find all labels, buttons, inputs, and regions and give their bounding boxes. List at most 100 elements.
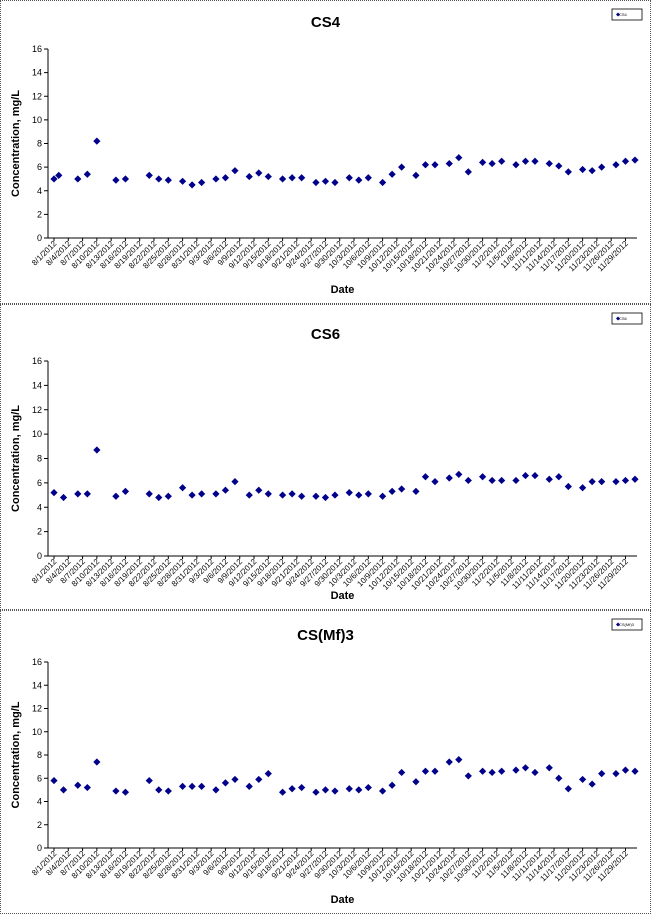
data-point bbox=[545, 159, 553, 168]
data-point bbox=[555, 473, 563, 481]
series-points bbox=[50, 446, 639, 502]
data-point bbox=[164, 492, 172, 500]
data-point bbox=[93, 137, 101, 145]
data-point bbox=[488, 159, 496, 168]
y-tick-label: 14 bbox=[32, 680, 42, 690]
data-point bbox=[555, 162, 563, 170]
data-point bbox=[345, 489, 353, 497]
data-point bbox=[198, 178, 206, 187]
data-point bbox=[612, 478, 620, 486]
y-tick-label: 6 bbox=[37, 162, 42, 172]
y-tick-label: 6 bbox=[37, 478, 42, 488]
data-point bbox=[588, 780, 596, 788]
data-point bbox=[112, 176, 120, 184]
data-point bbox=[278, 788, 287, 796]
data-point bbox=[464, 772, 472, 780]
y-tick-label: 2 bbox=[37, 527, 42, 537]
data-point bbox=[579, 775, 587, 784]
chart-panel-cs6: CS6 CS6 0 2 4 6 8 10 12 14 16 8/1/2012 8/4/2012 8/7/2… bbox=[0, 304, 651, 610]
data-point bbox=[588, 167, 596, 175]
data-point bbox=[121, 487, 130, 496]
data-point bbox=[288, 174, 296, 182]
data-point bbox=[598, 478, 606, 486]
data-point bbox=[531, 768, 539, 777]
data-point bbox=[221, 486, 230, 494]
y-tick-label: 12 bbox=[32, 405, 42, 415]
data-point bbox=[598, 770, 606, 778]
data-point bbox=[145, 776, 153, 785]
data-point bbox=[155, 175, 163, 183]
data-point bbox=[355, 491, 363, 499]
data-point bbox=[555, 774, 563, 782]
data-point bbox=[631, 767, 639, 775]
data-point bbox=[398, 768, 406, 777]
data-point bbox=[121, 175, 130, 183]
data-point bbox=[93, 758, 101, 766]
y-tick-label: 4 bbox=[37, 797, 42, 807]
data-point bbox=[164, 176, 172, 184]
data-point bbox=[331, 787, 339, 795]
data-point bbox=[50, 776, 58, 785]
data-point bbox=[112, 787, 120, 795]
y-tick-label: 0 bbox=[37, 843, 42, 853]
legend-box bbox=[611, 618, 643, 631]
data-point bbox=[498, 767, 506, 775]
x-axis-label: Date bbox=[331, 590, 355, 602]
data-point bbox=[355, 176, 363, 184]
data-point bbox=[298, 174, 306, 182]
legend-marker bbox=[616, 12, 620, 17]
data-point bbox=[345, 785, 353, 793]
data-point bbox=[364, 490, 372, 498]
data-point bbox=[278, 491, 287, 499]
data-point bbox=[145, 171, 153, 179]
data-point bbox=[221, 779, 230, 787]
data-point bbox=[612, 161, 620, 169]
legend-entry: CS(Mf)3 bbox=[619, 622, 635, 627]
data-point bbox=[112, 492, 120, 500]
data-point bbox=[264, 172, 272, 181]
legend: CS(Mf)3 bbox=[611, 618, 643, 631]
data-point bbox=[331, 491, 339, 499]
data-point bbox=[621, 157, 630, 165]
y-tick-label: 0 bbox=[37, 551, 42, 561]
data-point bbox=[198, 782, 206, 790]
data-point bbox=[498, 476, 506, 485]
legend-box bbox=[611, 8, 643, 21]
data-point bbox=[312, 492, 320, 500]
chart-title: CS6 bbox=[311, 326, 340, 343]
data-point bbox=[498, 157, 506, 165]
data-point bbox=[421, 161, 430, 169]
y-tick-label: 4 bbox=[37, 502, 42, 512]
data-point bbox=[83, 783, 91, 792]
chart-panel-csmf3: CS(Mf)3 CS(Mf)3 0 2 4 6 8 10 12 14 16 8/1/2012 8/4/2… bbox=[0, 610, 651, 914]
y-tick-label: 8 bbox=[37, 750, 42, 760]
data-point bbox=[579, 484, 587, 492]
data-point bbox=[412, 778, 420, 786]
data-point bbox=[231, 167, 239, 175]
data-point bbox=[74, 490, 82, 498]
data-point bbox=[83, 170, 91, 178]
y-tick-label: 0 bbox=[37, 233, 42, 243]
data-point bbox=[364, 783, 372, 792]
y-tick-label: 12 bbox=[32, 91, 42, 101]
y-tick-label: 2 bbox=[37, 209, 42, 219]
data-point bbox=[545, 764, 553, 772]
data-point bbox=[612, 770, 620, 778]
y-tick-label: 10 bbox=[32, 115, 42, 125]
data-point bbox=[564, 168, 572, 176]
y-tick-label: 16 bbox=[32, 44, 42, 54]
data-point bbox=[288, 785, 296, 793]
chart-svg: CS(Mf)3CS(Mf)302468101214168/1/20128/4/2… bbox=[10, 618, 643, 906]
data-point bbox=[464, 476, 472, 485]
data-point bbox=[83, 490, 91, 498]
y-tick-label: 8 bbox=[37, 454, 42, 464]
data-point bbox=[521, 764, 530, 772]
data-point bbox=[212, 786, 220, 794]
data-point bbox=[121, 788, 130, 796]
data-point bbox=[412, 487, 420, 496]
data-point bbox=[231, 775, 239, 784]
data-point bbox=[364, 174, 372, 182]
data-point bbox=[178, 782, 187, 790]
data-point bbox=[155, 493, 163, 502]
data-point bbox=[155, 786, 163, 794]
